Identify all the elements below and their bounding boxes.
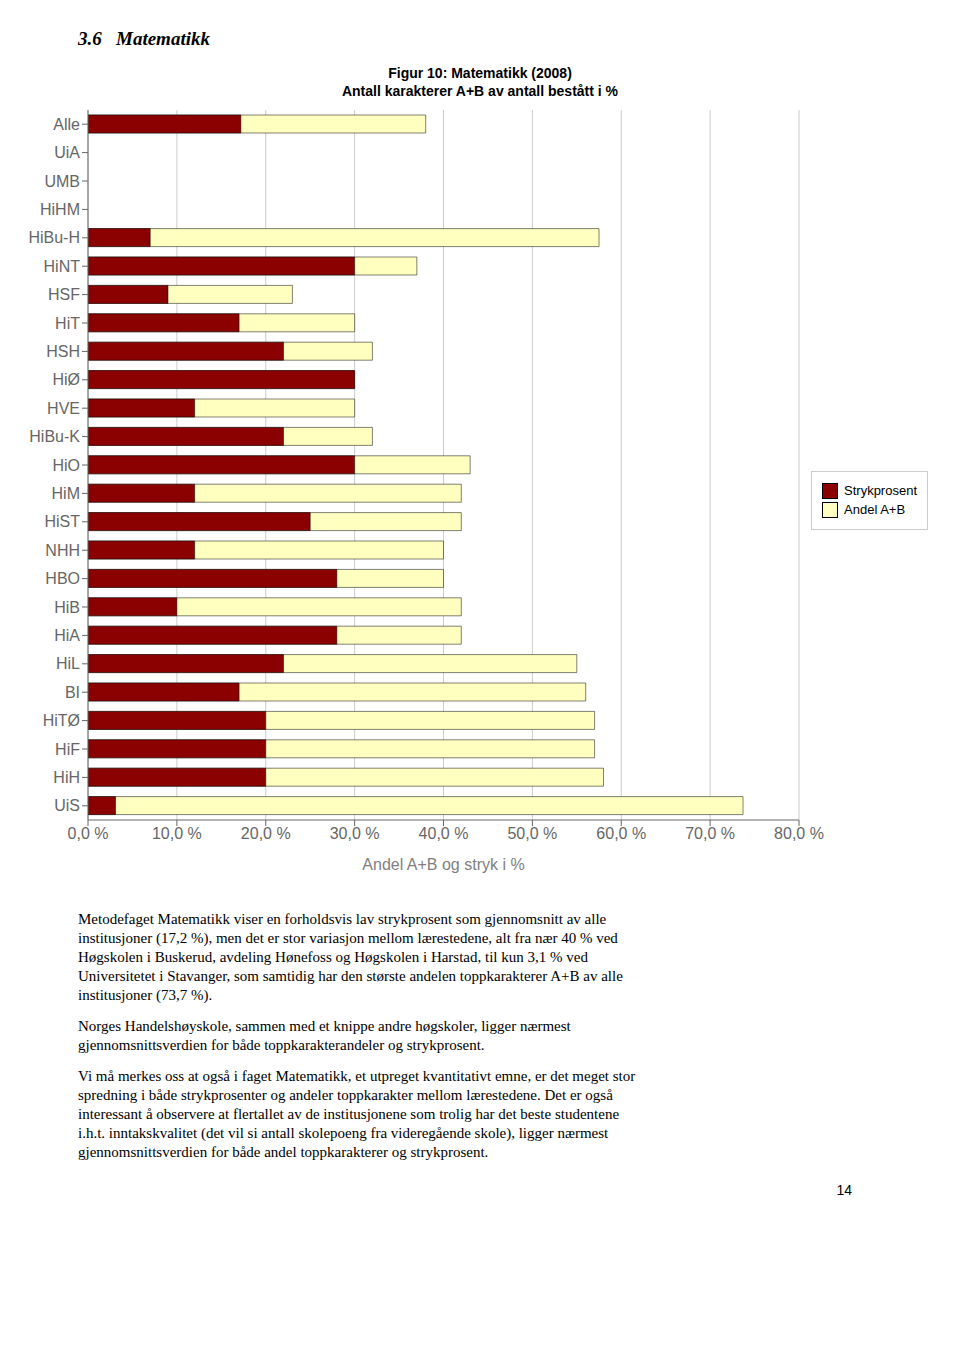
- svg-text:20,0 %: 20,0 %: [241, 825, 291, 842]
- svg-text:UiS: UiS: [54, 797, 80, 814]
- svg-text:HSF: HSF: [48, 286, 80, 303]
- svg-text:HiF: HiF: [55, 741, 80, 758]
- svg-text:HiL: HiL: [56, 655, 80, 672]
- svg-text:UMB: UMB: [44, 173, 80, 190]
- svg-text:HiHM: HiHM: [40, 201, 80, 218]
- svg-text:HiM: HiM: [52, 485, 80, 502]
- svg-text:HiNT: HiNT: [44, 258, 81, 275]
- html-text:Vi må merkes oss at også i fag: Vi må merkes oss at også i faget Matemat…: [78, 1068, 636, 1084]
- svg-text:40,0 %: 40,0 %: [419, 825, 469, 842]
- svg-text:HiBu-K: HiBu-K: [29, 428, 80, 445]
- html-text:i.h.t. inntakskvalitet (det vi: i.h.t. inntakskvalitet (det vil si antal…: [78, 1125, 609, 1141]
- html-text:Universitetet i Stavanger, som: Universitetet i Stavanger, som samtidig …: [78, 968, 623, 984]
- svg-text:80,0 %: 80,0 %: [774, 825, 824, 842]
- svg-text:50,0 %: 50,0 %: [507, 825, 557, 842]
- svg-text:0,0 %: 0,0 %: [68, 825, 109, 842]
- svg-text:30,0 %: 30,0 %: [330, 825, 380, 842]
- svg-text:HiH: HiH: [53, 769, 80, 786]
- html-text:Norges Handelshøyskole, sammen: Norges Handelshøyskole, sammen med et kn…: [78, 1018, 571, 1034]
- svg-text:HiT: HiT: [55, 315, 80, 332]
- svg-text:HiBu-H: HiBu-H: [28, 229, 80, 246]
- html-text:3.6 Matematikk: 3.6 Matematikk: [78, 28, 210, 49]
- svg-text:UiA: UiA: [54, 144, 80, 161]
- svg-text:HVE: HVE: [47, 400, 80, 417]
- svg-text:HiØ: HiØ: [52, 371, 80, 388]
- svg-text:HBO: HBO: [45, 570, 80, 587]
- html-text:14: 14: [836, 1182, 852, 1198]
- svg-text:70,0 %: 70,0 %: [685, 825, 735, 842]
- html-text:institusjoner (73,7 %).: institusjoner (73,7 %).: [78, 987, 213, 1003]
- svg-text:BI: BI: [65, 684, 80, 701]
- svg-text:HiTØ: HiTØ: [43, 712, 80, 729]
- html-text:interessant å observere at fle: interessant å observere at flertallet av…: [78, 1106, 620, 1122]
- svg-text:60,0 %: 60,0 %: [596, 825, 646, 842]
- html-text:Antall karakterer A+B av antal: Antall karakterer A+B av antall bestått …: [342, 83, 618, 99]
- svg-text:NHH: NHH: [45, 542, 80, 559]
- html-text:Metodefaget Matematikk viser e: Metodefaget Matematikk viser en forholds…: [78, 911, 607, 927]
- html-text:Strykprosent: Strykprosent: [844, 483, 917, 498]
- svg-text:HiST: HiST: [44, 513, 80, 530]
- html-text:Høgskolen i Buskerud, avdeling: Høgskolen i Buskerud, avdeling Hønefoss …: [78, 949, 588, 965]
- html-text:gjennomsnittsverdien for både: gjennomsnittsverdien for både andel topp…: [78, 1144, 489, 1160]
- svg-text:HiB: HiB: [54, 599, 80, 616]
- html-text:gjennomsnittsverdien for både: gjennomsnittsverdien for både toppkarakt…: [78, 1037, 485, 1053]
- svg-text:Alle: Alle: [53, 116, 80, 133]
- html-text:spredning i både strykprosente: spredning i både strykprosenter og andel…: [78, 1087, 613, 1103]
- html-text:Andel A+B: Andel A+B: [844, 502, 906, 517]
- svg-text:HSH: HSH: [46, 343, 80, 360]
- svg-text:HiO: HiO: [52, 457, 80, 474]
- html-text:institusjoner (17,2 %), men de: institusjoner (17,2 %), men det er stor …: [78, 930, 618, 946]
- svg-text:HiA: HiA: [54, 627, 80, 644]
- svg-text:Andel A+B og stryk i %: Andel A+B og stryk i %: [362, 856, 524, 873]
- svg-text:10,0 %: 10,0 %: [152, 825, 202, 842]
- html-text:Figur 10: Matematikk (2008): Figur 10: Matematikk (2008): [388, 65, 572, 81]
